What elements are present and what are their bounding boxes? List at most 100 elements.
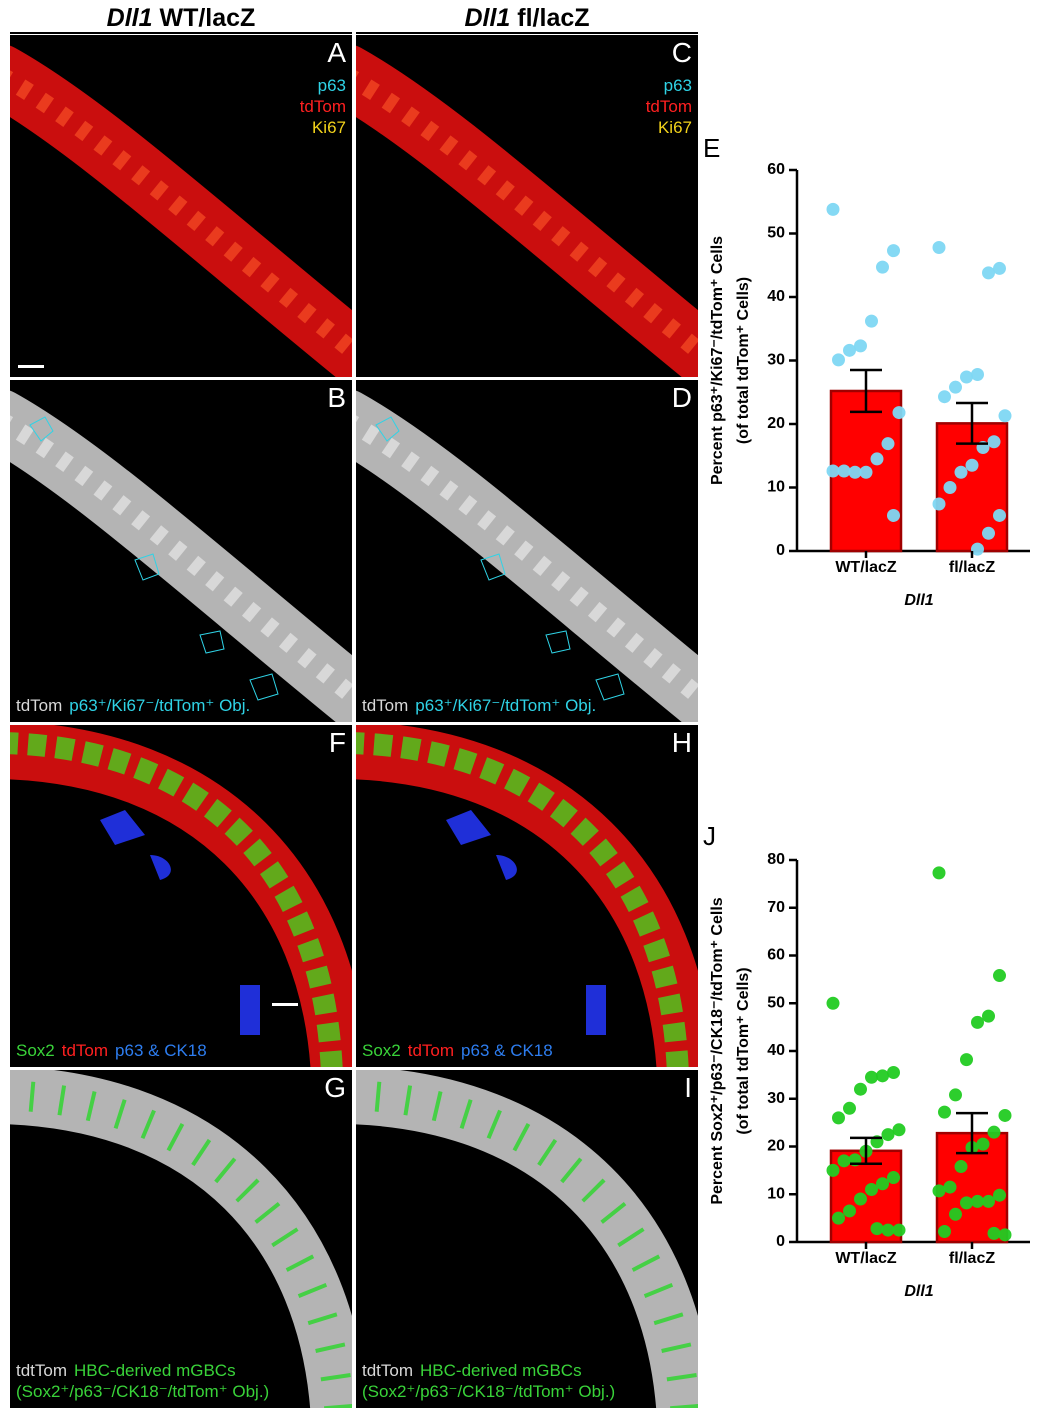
data-point (949, 380, 962, 394)
y-tick-label: 30 (767, 1090, 785, 1107)
tissue-texture (356, 732, 689, 1067)
data-point (971, 1194, 984, 1208)
y-axis-title: (of total tdTom⁺ Cells) (735, 967, 752, 1134)
data-point (932, 240, 946, 254)
channel-label: tdtTom (362, 1361, 414, 1380)
data-point (976, 1137, 990, 1151)
data-point (982, 266, 995, 280)
data-point (982, 1194, 995, 1208)
channel-label: (Sox2⁺/p63⁻/CK18⁻/tdTom⁺ Obj.) (362, 1382, 616, 1401)
channel-legend: tdtTom HBC-derived mGBCs (Sox2⁺/p63⁻/CK18⁻… (362, 1360, 622, 1402)
column-header: Dll1 WT/lacZ (10, 4, 352, 32)
y-axis-title: (of total tdTom⁺ Cells) (735, 277, 752, 444)
y-tick-label: 0 (776, 542, 785, 559)
y-tick-label: 80 (767, 851, 785, 868)
data-point (949, 1088, 962, 1102)
tissue-texture (356, 70, 698, 362)
y-tick-label: 0 (776, 1233, 785, 1250)
gene: Dll1 (106, 4, 153, 32)
scale-bar (272, 1003, 298, 1006)
data-point (876, 260, 889, 274)
blue-stain (100, 810, 260, 1035)
data-point (932, 497, 946, 511)
data-point (993, 261, 1006, 275)
gene: Dll1 (464, 4, 511, 32)
channel-legend: tdtTom HBC-derived mGBCs (Sox2⁺/p63⁻/CK18⁻… (16, 1360, 276, 1402)
data-point (870, 452, 884, 466)
channel-label: tdtTom (16, 1361, 68, 1380)
data-point (998, 1228, 1012, 1242)
data-point (960, 370, 973, 384)
data-point (943, 481, 957, 494)
channel-label: tdTom (16, 696, 63, 715)
tissue (10, 1070, 352, 1408)
data-point (892, 1123, 906, 1137)
data-point (998, 409, 1012, 423)
panel-letter: I (684, 1072, 692, 1103)
panel-letter: D (671, 382, 692, 413)
data-point (971, 1015, 984, 1029)
micrograph: F Sox2 tdTom p63 & CK18 (10, 725, 352, 1067)
data-point (892, 406, 906, 420)
y-tick-label: 60 (767, 947, 785, 964)
panel-letter: E (703, 133, 720, 163)
data-point (832, 1111, 845, 1125)
x-tick-label: WT/lacZ (835, 1250, 897, 1267)
channel-label: p63⁺/Ki67⁻/tdTom⁺ Obj. (415, 696, 597, 715)
data-point (987, 435, 1001, 449)
data-point (837, 464, 851, 478)
x-axis-title: Dll1 (904, 592, 933, 609)
genotype: fl/lacZ (517, 4, 590, 32)
micrograph-image (356, 45, 698, 377)
data-point (832, 353, 845, 367)
micrograph-image (10, 1070, 352, 1408)
tissue (356, 1070, 698, 1408)
data-point (960, 1053, 973, 1067)
header-rule (10, 32, 352, 34)
data-point (865, 1070, 878, 1084)
y-tick-label: 20 (767, 415, 785, 432)
data-point (865, 314, 878, 328)
data-point (887, 508, 900, 522)
data-point (993, 508, 1006, 522)
data-point (960, 1196, 973, 1210)
object-outline (375, 416, 625, 701)
data-point (938, 390, 951, 404)
y-axis-title: Percent Sox2⁺/p63⁻/CK18⁻/tdTom⁺ Cells (709, 897, 726, 1204)
data-point (859, 465, 873, 479)
data-point (993, 1188, 1006, 1202)
data-point (843, 1204, 856, 1218)
data-point (843, 343, 856, 357)
data-point (982, 526, 995, 540)
panel-letter: A (327, 37, 346, 68)
data-point (826, 1163, 840, 1177)
data-point (876, 1177, 889, 1191)
micrograph-image (356, 725, 698, 1067)
micrograph-image (356, 390, 698, 722)
channel-label: HBC-derived mGBCs (420, 1361, 582, 1380)
channel-legend: tdTom p63⁺/Ki67⁻/tdTom⁺ Obj. (16, 695, 257, 716)
y-tick-label: 10 (767, 479, 785, 496)
data-point (832, 1211, 845, 1225)
data-point (954, 465, 968, 479)
data-point (865, 1182, 878, 1196)
tissue-texture (10, 70, 352, 362)
data-point (881, 1128, 895, 1142)
data-point (971, 542, 984, 556)
channel-label: tdTom (362, 696, 409, 715)
channel-label: p63⁺/Ki67⁻/tdTom⁺ Obj. (69, 696, 251, 715)
channel-legend: Sox2 tdTom p63 & CK18 (16, 1040, 214, 1061)
data-point (881, 437, 895, 451)
data-point (826, 996, 840, 1010)
y-tick-label: 40 (767, 1042, 785, 1059)
data-point (848, 465, 862, 479)
data-point (826, 202, 840, 216)
scale-bar (18, 365, 44, 368)
x-tick-label: fl/lacZ (949, 1250, 995, 1267)
tissue-texture (356, 415, 698, 707)
